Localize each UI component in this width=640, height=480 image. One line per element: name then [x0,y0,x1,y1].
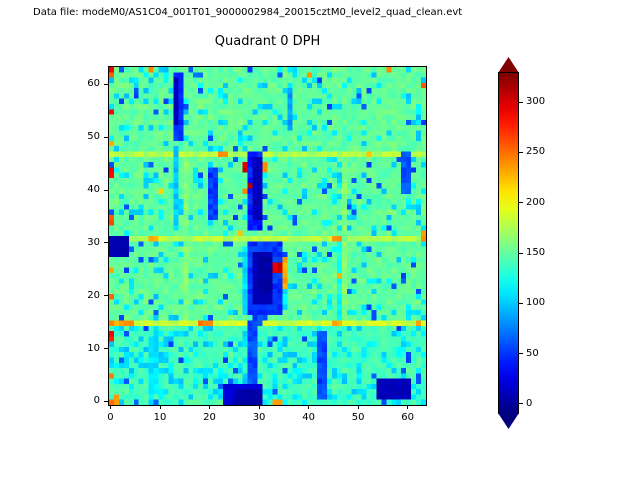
colorbar-tick-mark [519,353,523,355]
colorbar-tick-label: 300 [526,96,546,108]
y-tick-label: 40 [87,184,100,196]
colorbar-tick-label: 250 [526,146,546,158]
colorbar-extend-min-arrow [498,413,519,429]
colorbar-tick-mark [519,101,523,103]
heatmap-canvas [109,67,426,405]
colorbar-tick-label: 150 [526,247,546,259]
y-tick-mark [104,400,108,402]
colorbar-tick-mark [519,202,523,204]
y-tick-label: 50 [87,131,100,143]
colorbar-tick-label: 50 [526,347,539,359]
colorbar-tick-label: 100 [526,297,546,309]
y-tick-mark [104,348,108,350]
x-tick-label: 0 [107,412,114,423]
y-tick-mark [104,136,108,138]
colorbar-extend-max-arrow [498,57,519,73]
y-tick-label: 30 [87,236,100,248]
colorbar-tick-mark [519,252,523,254]
colorbar-gradient [498,72,519,414]
x-tick-mark [109,405,111,409]
colorbar-tick-mark [519,403,523,405]
colorbar-tick-label: 0 [526,397,533,409]
y-tick-mark [104,83,108,85]
y-tick-label: 20 [87,289,100,301]
chart-title: Quadrant 0 DPH [214,34,321,49]
x-tick-label: 50 [351,412,365,423]
y-tick-mark [104,242,108,244]
colorbar-tick-mark [519,151,523,153]
heatmap-axes [108,66,427,406]
x-tick-mark [357,405,359,409]
y-tick-label: 0 [93,395,100,407]
colorbar-tick-mark [519,302,523,304]
y-tick-label: 60 [87,78,100,90]
x-tick-mark [308,405,310,409]
datafile-text: Data file: modeM0/AS1C04_001T01_90000029… [33,7,463,18]
x-tick-label: 30 [252,412,266,423]
x-tick-label: 10 [153,412,167,423]
x-tick-mark [209,405,211,409]
x-tick-mark [159,405,161,409]
x-tick-label: 20 [203,412,216,423]
y-tick-label: 10 [87,342,100,354]
y-tick-mark [104,189,108,191]
x-tick-mark [258,405,260,409]
colorbar-tick-label: 200 [526,196,546,208]
x-tick-label: 40 [302,412,315,423]
x-tick-label: 60 [401,412,415,423]
x-tick-mark [407,405,409,409]
y-tick-mark [104,295,108,297]
